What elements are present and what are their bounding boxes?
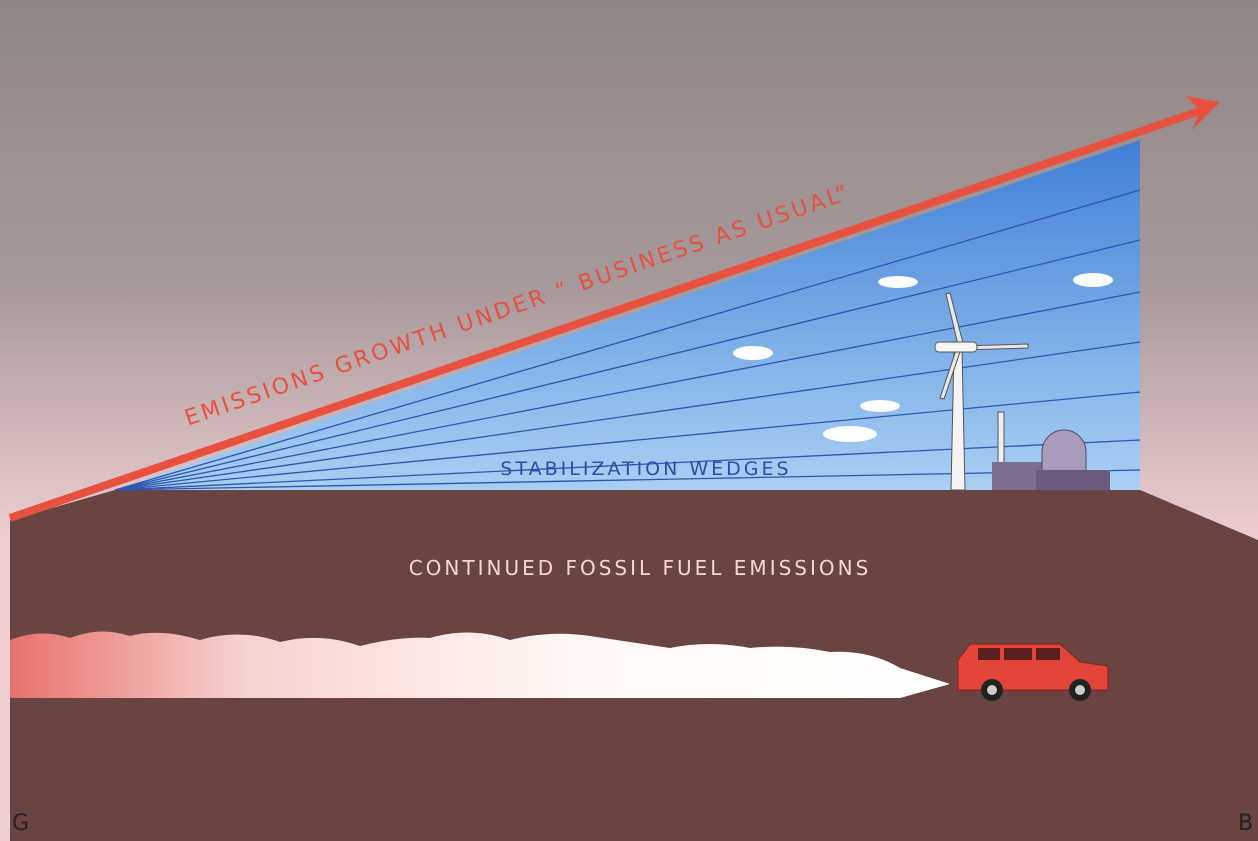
corner-left: G (12, 811, 32, 836)
illustration: EMISSIONS GROWTH UNDER “ BUSINESS AS USU… (0, 0, 1258, 841)
wedges-label: STABILIZATION WEDGES (500, 458, 791, 480)
corner-right: B (1238, 811, 1256, 836)
fossil-label: CONTINUED FOSSIL FUEL EMISSIONS (409, 556, 872, 580)
